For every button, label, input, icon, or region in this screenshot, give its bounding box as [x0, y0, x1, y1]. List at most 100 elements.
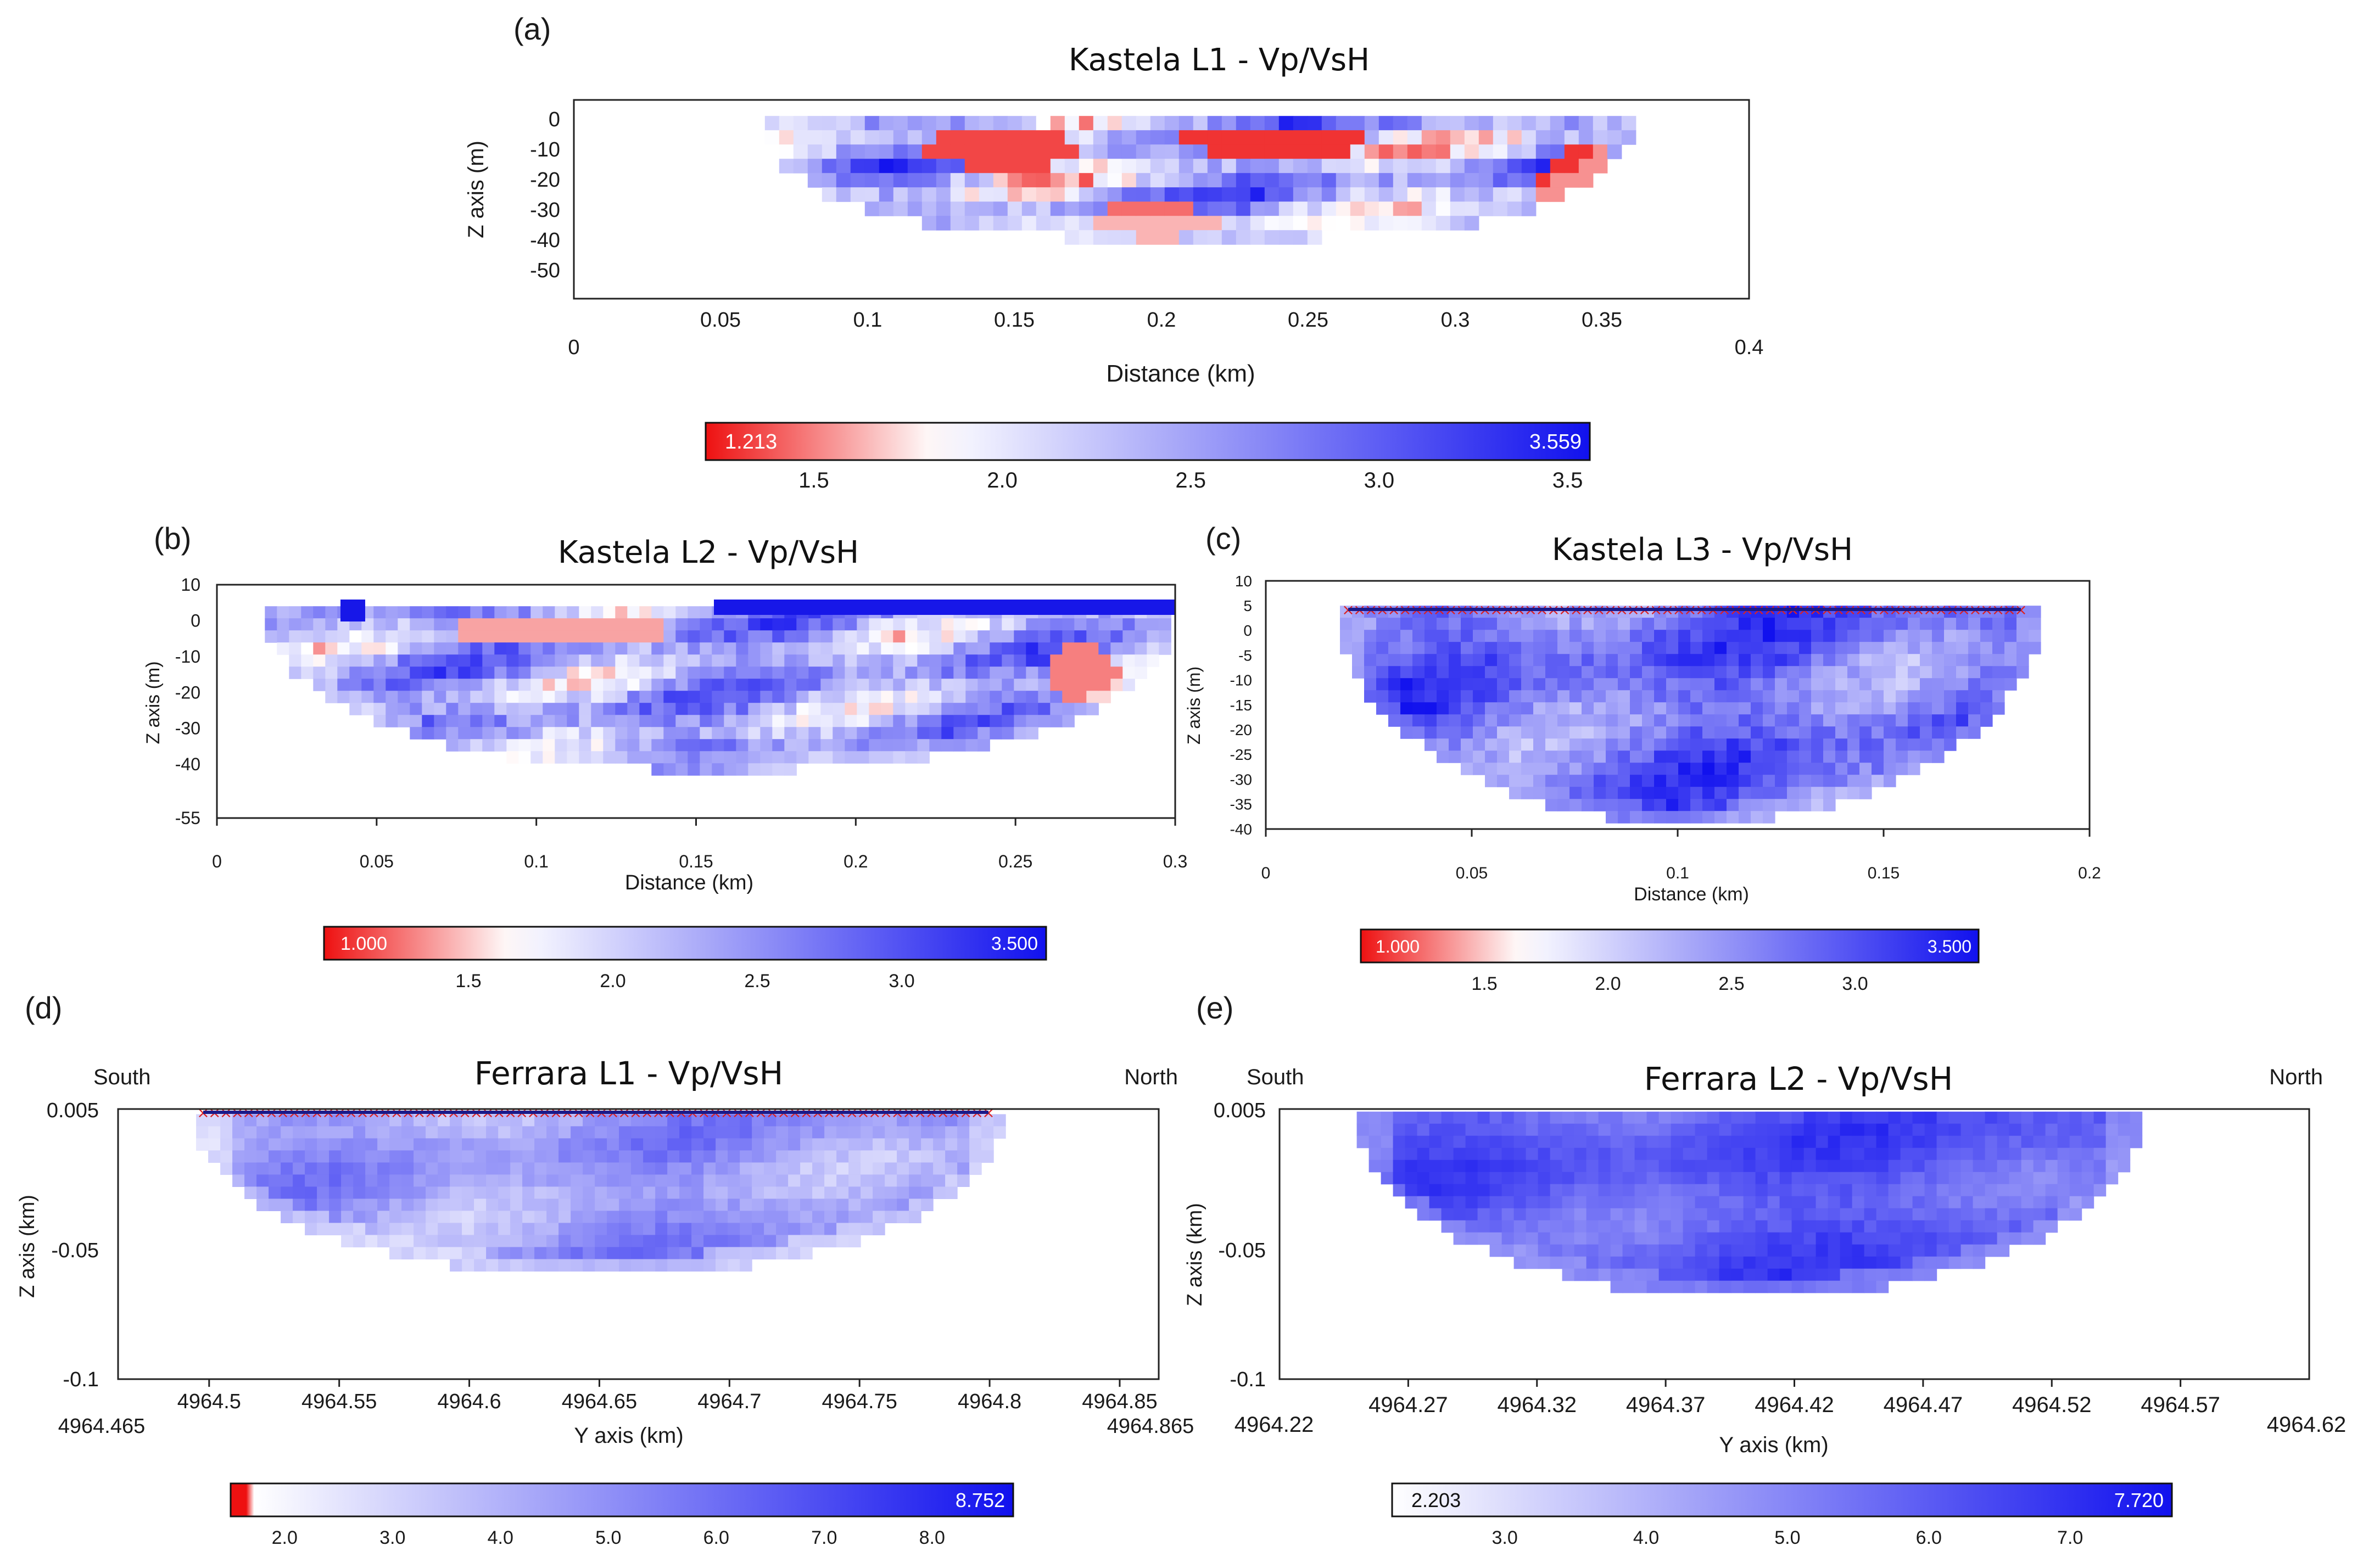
- section-cell: [627, 751, 640, 764]
- section-cell: [800, 1247, 813, 1259]
- x-tick-label: 0.1: [1666, 864, 1689, 882]
- section-cell: [426, 1126, 438, 1139]
- section-cell: [651, 642, 664, 655]
- section-cell: [800, 1235, 813, 1247]
- section-cell: [482, 727, 495, 740]
- section-cell: [1666, 726, 1679, 739]
- section-cell: [1293, 216, 1308, 231]
- section-cell: [1618, 654, 1630, 667]
- section-cell: [1478, 159, 1494, 173]
- section-cell: [631, 1235, 644, 1247]
- section-cell: [2045, 1196, 2058, 1209]
- section-cell: [800, 1150, 813, 1163]
- section-cell: [740, 1247, 752, 1259]
- section-cell: [1545, 642, 1558, 654]
- section-cell: [579, 618, 591, 631]
- section-cell: [615, 715, 628, 727]
- section-cell: [1884, 690, 1896, 703]
- section-cell: [1992, 618, 2005, 630]
- section-cell: [1264, 216, 1280, 231]
- section-cell: [1683, 1256, 1696, 1269]
- section-cell: [2093, 1123, 2107, 1136]
- section-cell: [1178, 201, 1194, 216]
- section-cell: [365, 1211, 378, 1223]
- section-cell: [700, 654, 712, 667]
- section-cell: [1074, 679, 1087, 691]
- section-cell: [1485, 642, 1498, 654]
- section-cell: [567, 751, 579, 764]
- y-tick-label: -30: [175, 719, 200, 738]
- section-cell: [1755, 1160, 1768, 1173]
- section-cell: [398, 679, 410, 691]
- section-cell: [1859, 787, 1872, 799]
- section-cell: [458, 667, 471, 679]
- section-cell: [850, 144, 865, 159]
- section-cell: [700, 715, 712, 727]
- section-cell: [784, 630, 797, 643]
- section-cell: [1582, 702, 1594, 715]
- section-cell: [990, 679, 1002, 691]
- section-cell: [1852, 1232, 1865, 1245]
- section-cell: [1014, 630, 1026, 643]
- section-cell: [603, 654, 616, 667]
- section-cell: [474, 1199, 487, 1211]
- section-cell: [1816, 1184, 1829, 1197]
- section-cell: [1968, 690, 1981, 703]
- section-cell: [873, 1186, 885, 1199]
- section-cell: [1719, 1160, 1732, 1173]
- section-cell: [929, 703, 942, 715]
- section-cell: [945, 1138, 958, 1151]
- section-cell: [1598, 1184, 1611, 1197]
- section-cell: [1948, 1135, 1962, 1149]
- section-cell: [1086, 630, 1099, 643]
- section-cell: [595, 1247, 607, 1259]
- section-cell: [1775, 726, 1788, 739]
- section-cell: [808, 727, 821, 740]
- section-cell: [655, 1174, 668, 1187]
- section-cell: [1997, 1244, 2010, 1257]
- section-cell: [655, 1138, 668, 1151]
- section-cell: [691, 1259, 704, 1272]
- section-cell: [1135, 618, 1147, 631]
- section-cell: [313, 667, 326, 679]
- section-cell: [1944, 702, 1957, 715]
- section-cell: [1924, 1172, 1937, 1185]
- section-cell: [1739, 811, 1751, 824]
- x-tick-label: 4964.32: [1497, 1393, 1577, 1417]
- section-cell: [1811, 799, 1824, 811]
- section-cell: [422, 618, 434, 631]
- section-cell: [869, 679, 881, 691]
- section-cell: [386, 618, 398, 631]
- section-cell: [619, 1186, 632, 1199]
- section-cell: [1900, 1232, 1913, 1245]
- section-cell: [2009, 1220, 2022, 1233]
- section-cell: [365, 1150, 378, 1163]
- section-cell: [1634, 1172, 1647, 1185]
- section-cell: [450, 1186, 462, 1199]
- section-cell: [619, 1174, 632, 1187]
- section-cell: [401, 1174, 414, 1187]
- section-cell: [1671, 1268, 1684, 1281]
- section-cell: [450, 1174, 462, 1187]
- section-cell: [1557, 702, 1570, 715]
- section-cell: [663, 703, 676, 715]
- section-cell: [740, 1150, 752, 1163]
- section-cell: [2069, 1111, 2082, 1124]
- section-cell: [953, 679, 966, 691]
- y-tick-label: 5: [1243, 597, 1252, 614]
- section-cell: [1473, 678, 1485, 691]
- section-cell: [377, 1199, 390, 1211]
- section-cell: [1110, 679, 1123, 691]
- section-cell: [1884, 702, 1896, 715]
- section-cell: [1960, 1123, 1974, 1136]
- section-cell: [1671, 1160, 1684, 1173]
- section-cell: [905, 703, 918, 715]
- section-cell: [579, 727, 591, 740]
- section-cell: [522, 1235, 535, 1247]
- section-cell: [1606, 630, 1618, 642]
- section-cell: [534, 1174, 547, 1187]
- section-cell: [1695, 1123, 1708, 1136]
- section-cell: [1840, 1232, 1853, 1245]
- section-cell: [820, 691, 833, 703]
- section-cell: [518, 715, 531, 727]
